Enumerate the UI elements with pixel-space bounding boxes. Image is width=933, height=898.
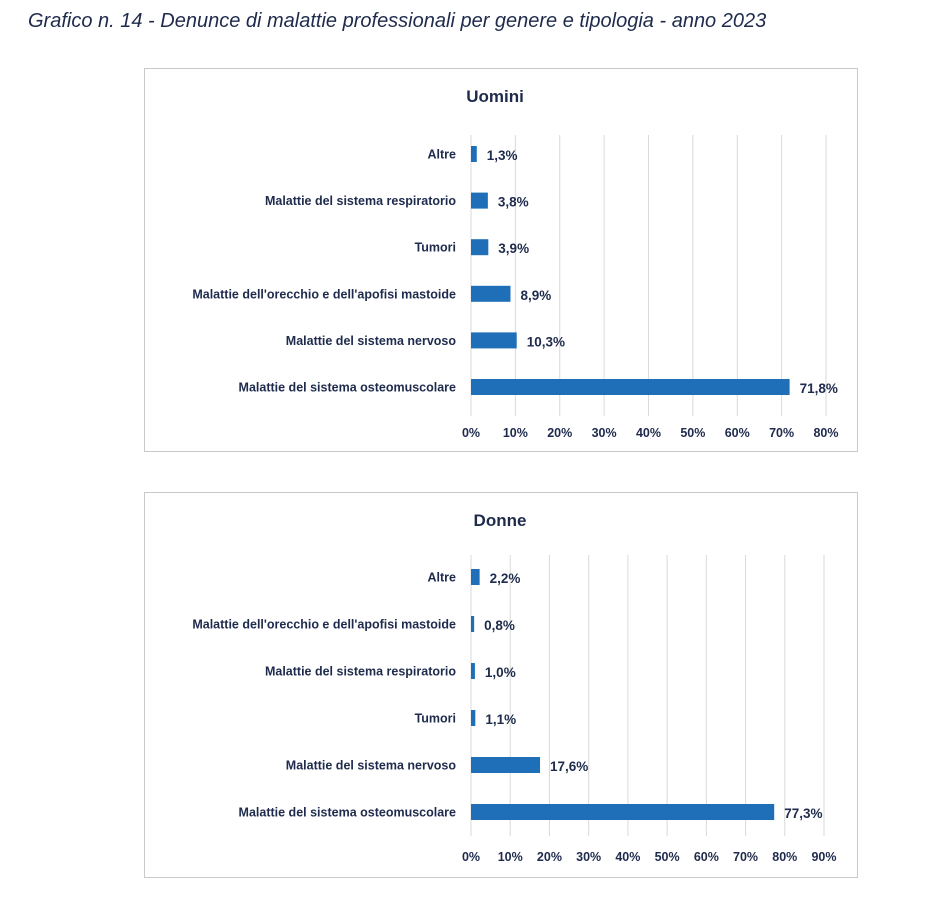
data-label: 0,8% xyxy=(484,618,515,633)
category-label: Tumori xyxy=(415,241,456,255)
x-tick-label: 20% xyxy=(547,426,572,440)
data-label: 17,6% xyxy=(550,759,588,774)
page-title: Grafico n. 14 - Denunce di malattie prof… xyxy=(28,10,767,32)
chart-donne: Donne 0% 10% 20% 30% 40% 50% 60% 70% 80% 90% Altre 2… xyxy=(192,511,836,864)
x-tick-label: 0% xyxy=(462,850,480,864)
bar xyxy=(471,379,790,395)
x-tick-label: 40% xyxy=(615,850,640,864)
x-tick-label: 30% xyxy=(576,850,601,864)
category-label: Malattie del sistema nervoso xyxy=(286,334,457,348)
bar xyxy=(471,804,775,820)
x-tick-label: 60% xyxy=(694,850,719,864)
bar xyxy=(471,569,480,585)
bar xyxy=(471,332,517,349)
bar xyxy=(471,710,476,726)
category-label: Tumori xyxy=(415,712,456,726)
bar xyxy=(471,146,477,162)
data-label: 71,8% xyxy=(800,381,838,396)
data-label: 10,3% xyxy=(527,334,565,349)
x-tick-label: 10% xyxy=(498,850,523,864)
x-tick-label: 30% xyxy=(592,426,617,440)
chart-title: Uomini xyxy=(466,87,524,106)
bar xyxy=(471,192,488,209)
bar xyxy=(471,239,489,256)
category-label: Malattie del sistema respiratorio xyxy=(265,665,456,679)
chart-panel-uomini: Uomini 0% 10% 20% 30% 40% 50% 60% 70% 80% Altre 1,3… xyxy=(144,68,858,452)
category-label: Malattie del sistema osteomuscolare xyxy=(239,806,456,820)
x-tick-label: 20% xyxy=(537,850,562,864)
bar xyxy=(471,285,511,302)
category-label: Altre xyxy=(428,571,457,585)
data-label: 77,3% xyxy=(784,806,822,821)
bar xyxy=(471,616,475,632)
category-label: Malattie del sistema respiratorio xyxy=(265,194,456,208)
category-label: Malattie dell'orecchio e dell'apofisi ma… xyxy=(192,618,456,632)
chart-title: Donne xyxy=(474,511,527,530)
data-label: 3,9% xyxy=(498,241,529,256)
chart-uomini: Uomini 0% 10% 20% 30% 40% 50% 60% 70% 80% Altre 1,3… xyxy=(192,87,838,440)
data-label: 1,1% xyxy=(485,712,516,727)
x-tick-label: 80% xyxy=(772,850,797,864)
category-label: Malattie dell'orecchio e dell'apofisi ma… xyxy=(192,287,456,301)
data-label: 1,3% xyxy=(487,148,518,163)
x-tick-label: 70% xyxy=(769,426,794,440)
x-tick-label: 10% xyxy=(503,426,528,440)
x-tick-label: 70% xyxy=(733,850,758,864)
data-label: 3,8% xyxy=(498,195,529,210)
category-label: Malattie del sistema osteomuscolare xyxy=(239,381,456,395)
data-label: 8,9% xyxy=(520,288,551,303)
data-label: 1,0% xyxy=(485,665,516,680)
category-label: Malattie del sistema nervoso xyxy=(286,759,457,773)
x-tick-label: 50% xyxy=(655,850,680,864)
data-label: 2,2% xyxy=(490,571,521,586)
bar xyxy=(471,663,475,679)
x-tick-label: 90% xyxy=(811,850,836,864)
bar xyxy=(471,757,541,773)
chart-panel-donne: Donne 0% 10% 20% 30% 40% 50% 60% 70% 80% 90% Altre 2… xyxy=(144,492,858,878)
x-tick-label: 60% xyxy=(725,426,750,440)
x-tick-label: 50% xyxy=(680,426,705,440)
x-tick-label: 80% xyxy=(813,426,838,440)
category-label: Altre xyxy=(428,148,457,162)
x-tick-label: 40% xyxy=(636,426,661,440)
x-tick-label: 0% xyxy=(462,426,480,440)
